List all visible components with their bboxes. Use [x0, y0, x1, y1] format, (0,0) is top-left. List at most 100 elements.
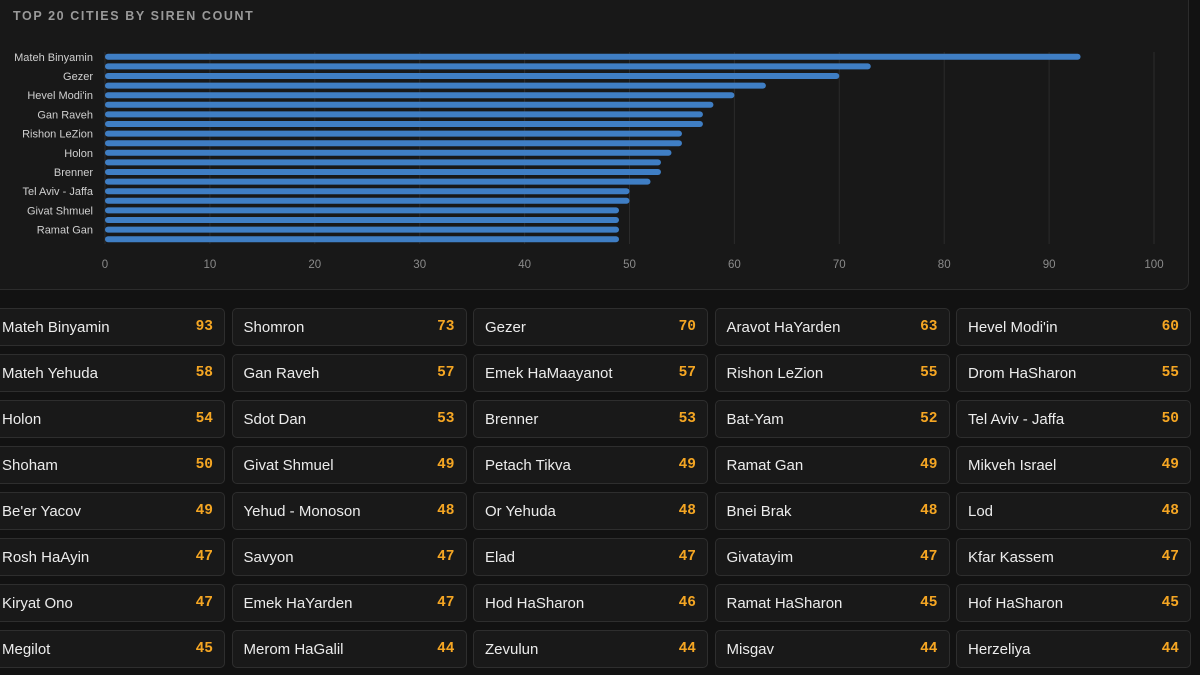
city-card[interactable]: Emek HaMaayanot 57	[473, 354, 708, 392]
city-card[interactable]: Bat-Yam 52	[714, 400, 950, 438]
city-card[interactable]: Tel Aviv - Jaffa 50	[956, 400, 1191, 438]
city-count: 49	[1161, 457, 1179, 473]
city-card[interactable]: Emek HaYarden 47	[231, 584, 467, 622]
city-count: 46	[678, 595, 696, 611]
city-card[interactable]: Merom HaGalil 44	[231, 630, 467, 668]
bar	[105, 207, 620, 214]
y-tick-label: Givat Shmuel	[27, 205, 93, 217]
city-count: 50	[1161, 411, 1179, 427]
city-name: Petach Tikva	[485, 456, 571, 474]
city-card[interactable]: Megilot 45	[0, 630, 225, 668]
x-tick-label: 60	[728, 259, 741, 271]
city-card[interactable]: Shomron 73	[231, 308, 467, 346]
city-name: Ramat HaSharon	[726, 594, 843, 612]
city-name: Givat Shmuel	[243, 456, 334, 474]
city-count: 48	[920, 503, 938, 519]
city-count: 93	[195, 319, 213, 335]
city-count: 50	[195, 457, 213, 473]
city-count: 48	[437, 503, 455, 519]
city-card[interactable]: Petach Tikva 49	[473, 446, 708, 484]
city-count: 47	[437, 549, 455, 565]
city-count: 49	[195, 503, 213, 519]
city-name: Givatayim	[726, 548, 794, 566]
city-count: 63	[920, 319, 938, 335]
city-count: 44	[920, 641, 938, 657]
city-card[interactable]: Kiryat Ono 47	[0, 584, 225, 622]
city-card[interactable]: Rishon LeZion 55	[714, 354, 950, 392]
x-tick-label: 30	[413, 259, 426, 271]
bar	[105, 178, 651, 185]
city-name: Savyon	[243, 548, 294, 566]
city-name: Or Yehuda	[485, 502, 556, 520]
city-count: 55	[920, 365, 938, 381]
chart-title: TOP 20 CITIES BY SIREN COUNT	[13, 9, 255, 23]
city-card[interactable]: Zevulun 44	[473, 630, 708, 668]
city-card[interactable]: Shoham 50	[0, 446, 225, 484]
city-card[interactable]: Aravot HaYarden 63	[714, 308, 950, 346]
city-card[interactable]: Ramat Gan 49	[714, 446, 950, 484]
city-card[interactable]: Gan Raveh 57	[231, 354, 467, 392]
city-count: 48	[678, 503, 696, 519]
city-card[interactable]: Hod HaSharon 46	[473, 584, 708, 622]
city-name: Brenner	[485, 410, 539, 428]
city-card[interactable]: Ramat HaSharon 45	[714, 584, 950, 622]
city-name: Ramat Gan	[726, 456, 804, 474]
bar	[105, 197, 630, 204]
city-card[interactable]: Mikveh Israel 49	[956, 446, 1191, 484]
city-count: 58	[195, 365, 213, 381]
city-card[interactable]: Misgav 44	[714, 630, 950, 668]
x-tick-label: 100	[1144, 259, 1163, 271]
city-card[interactable]: Or Yehuda 48	[473, 492, 708, 530]
city-count: 49	[437, 457, 455, 473]
city-card[interactable]: Lod 48	[956, 492, 1191, 530]
y-tick-label: Gezer	[63, 71, 93, 83]
x-tick-label: 70	[833, 259, 846, 271]
city-count: 49	[678, 457, 696, 473]
city-card[interactable]: Givat Shmuel 49	[231, 446, 467, 484]
bar	[105, 226, 620, 233]
city-card[interactable]: Savyon 47	[231, 538, 467, 576]
city-card[interactable]: Holon 54	[0, 400, 225, 438]
city-card[interactable]: Sdot Dan 53	[231, 400, 467, 438]
city-card[interactable]: Be'er Yacov 49	[0, 492, 225, 530]
city-name: Shoham	[2, 456, 58, 474]
bar	[105, 149, 672, 156]
city-count: 52	[920, 411, 938, 427]
city-card[interactable]: Rosh HaAyin 47	[0, 538, 225, 576]
city-card[interactable]: Yehud - Monoson 48	[231, 492, 467, 530]
x-tick-label: 50	[623, 259, 636, 271]
city-count: 60	[1161, 319, 1179, 335]
city-card[interactable]: Hevel Modi'in 60	[956, 308, 1191, 346]
city-count: 54	[195, 411, 213, 427]
city-card[interactable]: Mateh Binyamin 93	[0, 308, 225, 346]
bar	[105, 73, 840, 79]
city-card[interactable]: Brenner 53	[473, 400, 708, 438]
city-count: 53	[678, 411, 696, 427]
y-tick-label: Ramat Gan	[37, 225, 93, 237]
city-count: 47	[920, 549, 938, 565]
city-card[interactable]: Hof HaSharon 45	[956, 584, 1191, 622]
city-card[interactable]: Elad 47	[473, 538, 708, 576]
city-count: 57	[678, 365, 696, 381]
x-tick-label: 0	[102, 259, 108, 271]
city-card[interactable]: Kfar Kassem 47	[956, 538, 1191, 576]
city-card[interactable]: Mateh Yehuda 58	[0, 354, 225, 392]
city-name: Lod	[968, 502, 994, 520]
bar	[105, 101, 714, 108]
y-tick-label: Mateh Binyamin	[14, 52, 93, 64]
city-card[interactable]: Bnei Brak 48	[714, 492, 950, 530]
city-name: Emek HaYarden	[243, 594, 353, 612]
city-count: 45	[195, 641, 213, 657]
city-card[interactable]: Drom HaSharon 55	[956, 354, 1191, 392]
city-name: Bnei Brak	[726, 502, 792, 520]
bar	[105, 121, 703, 127]
city-card[interactable]: Givatayim 47	[714, 538, 950, 576]
city-grid: Mateh Binyamin 93 Shomron 73 Gezer 70 Aravot H…	[0, 308, 1191, 668]
city-card[interactable]: Gezer 70	[473, 308, 708, 346]
city-name: Aravot HaYarden	[726, 318, 841, 336]
bar	[105, 169, 661, 175]
city-name: Merom HaGalil	[243, 640, 344, 658]
city-card[interactable]: Herzeliya 44	[956, 630, 1191, 668]
y-tick-label: Rishon LeZion	[22, 129, 93, 141]
city-name: Shomron	[243, 318, 305, 336]
